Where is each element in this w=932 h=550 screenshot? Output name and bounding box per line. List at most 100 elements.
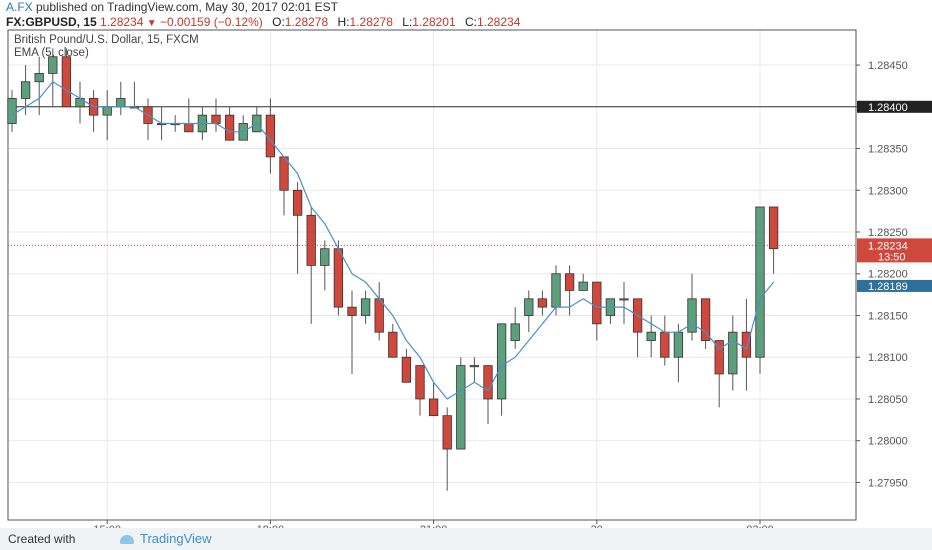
candle-up [129,81,140,109]
candle-up [728,315,738,391]
candle-body [34,73,44,83]
footer-bar: Created with TradingView [0,528,932,550]
ema-price-tag-text: 1.28189 [868,281,908,293]
y-tick-label: 1.28300 [868,185,908,197]
candle-down [224,106,235,141]
tradingview-brand[interactable]: TradingView [120,531,212,546]
candle-body [415,365,425,400]
candle-body [388,331,398,358]
created-with-label: Created with [8,532,76,546]
brand-name: TradingView [140,531,212,546]
y-tick-label: 1.28100 [868,352,908,364]
candle-down [347,290,357,374]
y-tick-label: 1.28250 [868,227,908,239]
candle-up [755,206,765,374]
candle-body [306,214,316,266]
candle-down [415,365,425,416]
cloud-logo-icon [120,535,134,544]
level-price-tag-bg [857,100,932,113]
candle-body [714,340,724,375]
candle-up [7,90,17,132]
ema-price-tag: 1.28189 [857,279,932,293]
candles [7,48,779,491]
candle-down [292,181,303,274]
candle-down [768,206,779,274]
candle-down [388,323,398,358]
price-chart[interactable]: 1.27950 1.28000 1.28050 1.28100 1.28150 1.282… [0,0,932,528]
candle-body [728,331,738,375]
candle-body [401,356,412,383]
candle-down [211,98,221,132]
candle-down [741,298,752,391]
open-label: O: [272,15,285,29]
candle-body [61,56,72,108]
candle-body [496,323,507,400]
candle-down [632,298,643,358]
candle-body [320,248,330,266]
low-label: L: [402,15,413,29]
candle-up [619,282,629,324]
candle-body [347,306,357,316]
candle-down [88,90,99,132]
candle-down [279,156,289,216]
horizontal-level [8,106,856,246]
last-price-tag-bg [857,238,932,263]
candle-body [292,189,303,216]
candle-body [102,106,112,116]
candle-up [605,298,616,324]
low-value: 1.28201 [412,15,456,29]
candle-body [592,281,602,325]
candle-up [496,323,507,416]
last-price-value: 1.28234 [100,15,144,29]
candle-down [265,98,276,174]
candle-up [524,290,534,333]
candle-body [279,156,289,191]
candle-down [333,240,344,316]
candle-body [510,323,520,341]
y-tick-label: 1.28350 [868,144,908,156]
y-tick-label: 1.28150 [868,310,908,322]
candle-down [537,290,548,316]
y-tick-label: 1.27950 [868,477,908,489]
candle-body [7,98,17,124]
candle-up [510,307,520,349]
candle-body [483,365,493,400]
publish-info: A.FX published on TradingView.com, May 3… [6,0,338,14]
candle-body [374,298,384,333]
open-value: 1.28278 [284,15,329,29]
x-tick-label: 30 [591,524,603,528]
candle-body [741,331,752,358]
candle-down [143,98,153,141]
x-tick-label: 03:00 [746,524,774,528]
x-tick-label: 18:00 [257,524,285,528]
legend-indicator: EMA (5, close) [14,47,89,59]
candle-body [700,298,711,341]
candle-down [428,382,439,417]
countdown-text: 13:50 [878,251,906,263]
candle-body [673,331,684,358]
candle-down [184,98,194,133]
author-link[interactable]: A.FX [6,0,33,14]
candle-body [360,298,371,316]
price-change-value: −0.00159 (−0.12%) [160,15,263,29]
legend-title: British Pound/U.S. Dollar, 15, FXCM [14,34,199,46]
down-arrow-icon: ▼ [146,18,157,29]
candle-down [700,298,711,349]
candle-up [238,115,248,141]
candle-down [564,265,575,316]
time-axis: 15:00 18:00 21:00 30 03:00 [93,520,774,528]
candle-body [333,248,344,308]
candle-up [75,81,85,124]
candle-body [265,114,276,158]
symbol-label: FX:GBPUSD, 15 [6,15,97,29]
candle-body [20,81,31,99]
chart-grid [8,30,856,520]
price-axis: 1.27950 1.28000 1.28050 1.28100 1.28150 1.282… [856,60,908,489]
y-tick-label: 1.28000 [868,436,908,448]
x-tick-label: 15:00 [93,524,121,528]
candle-down [660,315,670,366]
symbol-quote-bar: FX:GBPUSD, 15 1.28234 ▼ −0.00159 (−0.12%… [6,14,520,30]
candle-body [768,206,779,250]
candle-body [469,365,480,368]
